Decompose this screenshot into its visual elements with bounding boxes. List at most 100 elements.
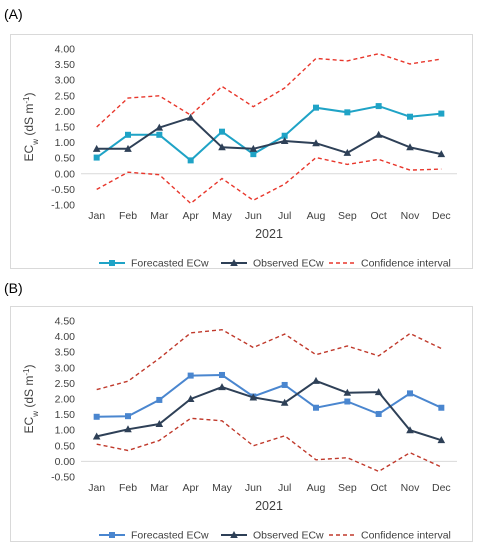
chart-a-observed-ecw-point bbox=[186, 113, 195, 121]
chart-b-ytick-label: 3.50 bbox=[55, 347, 76, 359]
chart-b-xtick-label: Mar bbox=[150, 482, 169, 494]
chart-a-observed-ecw-point bbox=[218, 143, 226, 151]
chart-a-ytick-label: 4.00 bbox=[55, 44, 76, 56]
chart-a-forecasted-ecw-point bbox=[125, 131, 131, 138]
chart-a-legend-label-confidence-interval: Confidence interval bbox=[361, 258, 451, 269]
chart-a-observed-ecw-point bbox=[92, 144, 101, 152]
chart-a-observed-ecw-line bbox=[96, 116, 442, 156]
chart-b-observed-ecw-point bbox=[343, 388, 352, 396]
chart-b-observed-ecw-point bbox=[312, 376, 320, 384]
chart-b-legend-label-observed-ecw: Observed ECw bbox=[253, 530, 324, 542]
chart-b-xtick-label: Jan bbox=[88, 482, 105, 494]
chart-b-xtick-label: Apr bbox=[182, 482, 199, 494]
chart-b-observed-ecw-point bbox=[124, 425, 132, 433]
chart-b-ytick-label: 0.50 bbox=[55, 440, 76, 452]
chart-b-forecasted-ecw-point bbox=[187, 372, 194, 379]
chart-a-ytick-label: 3.50 bbox=[55, 59, 76, 71]
chart-a-observed-ecw-point bbox=[312, 139, 320, 147]
chart-b-forecasted-ecw-point bbox=[281, 381, 288, 388]
chart-b-xtick-label: Nov bbox=[401, 482, 420, 494]
chart-a-ytick-label: 1.00 bbox=[55, 137, 76, 149]
chart-a-observed-ecw-point bbox=[374, 130, 383, 138]
chart-a-xtick-label: Mar bbox=[150, 210, 169, 222]
chart-b-ci-lower-line bbox=[96, 417, 442, 473]
chart-a-ci-lower-line bbox=[96, 156, 442, 205]
chart-a-forecasted-ecw-point bbox=[313, 104, 319, 111]
chart-b-x-axis-label: 2021 bbox=[255, 499, 283, 513]
chart-b-observed-ecw-point bbox=[374, 388, 383, 396]
chart-b-forecasted-ecw-point bbox=[93, 413, 100, 420]
chart-a-ytick-label: 2.50 bbox=[55, 90, 76, 102]
chart-a-forecasted-ecw-point bbox=[219, 128, 225, 135]
chart-b-forecasted-ecw-point bbox=[313, 404, 319, 411]
chart-a-ytick-label: 3.00 bbox=[55, 75, 76, 87]
chart-b-y-axis-label: ECw (dS m-1) bbox=[22, 365, 40, 434]
chart-b-ytick-label: 2.50 bbox=[55, 378, 76, 390]
chart-a-ytick-label: -0.50 bbox=[51, 184, 75, 196]
chart-a-ci-upper-line bbox=[96, 52, 442, 128]
chart-b-observed-ecw-point bbox=[155, 419, 164, 427]
chart-b-ytick-label: 1.50 bbox=[55, 409, 76, 421]
chart-a-xtick-label: May bbox=[212, 210, 233, 222]
chart-b-frame: -0.50 0.00 0.50 1.00 1.50 2.00 2.50 3.00 3.50 4.0… bbox=[10, 306, 473, 542]
chart-b-forecasted-ecw-point bbox=[219, 371, 225, 378]
chart-b-forecasted-ecw-point bbox=[344, 398, 351, 405]
chart-a-xtick-label: Apr bbox=[182, 210, 199, 222]
chart-a-forecasted-ecw-point bbox=[187, 157, 194, 164]
chart-a-xtick-label: Oct bbox=[370, 210, 386, 222]
chart-b-observed-ecw-point bbox=[186, 395, 195, 402]
chart-b-xtick-label: Sep bbox=[338, 482, 357, 494]
chart-b-observed-ecw-line bbox=[96, 379, 442, 442]
chart-b-xtick-label: Dec bbox=[432, 482, 451, 494]
chart-b-ytick-label: -0.50 bbox=[51, 472, 75, 484]
chart-b-ytick-label: 0.00 bbox=[55, 456, 76, 468]
chart-a-forecasted-ecw-point bbox=[438, 110, 445, 117]
chart-a-observed-ecw-point bbox=[249, 144, 258, 152]
chart-b-ci-upper-line bbox=[96, 328, 442, 391]
chart-a-frame: -1.00 -0.50 0.00 0.50 1.00 1.50 2.00 2.50 3.00 3.… bbox=[10, 34, 473, 269]
chart-a-xtick-label: Sep bbox=[338, 210, 357, 222]
chart-a-forecasted-ecw-point bbox=[375, 103, 382, 110]
chart-a: -1.00 -0.50 0.00 0.50 1.00 1.50 2.00 2.50 3.00 3.… bbox=[22, 44, 457, 269]
chart-a-forecasted-ecw-point bbox=[407, 113, 413, 120]
chart-b-ytick-label: 2.00 bbox=[55, 394, 76, 406]
panel-b-label: (B) bbox=[4, 280, 23, 296]
chart-a-legend-label-observed-ecw: Observed ECw bbox=[253, 258, 324, 269]
chart-a-forecasted-ecw-point bbox=[156, 131, 163, 138]
chart-b-observed-ecw-point bbox=[249, 393, 258, 401]
chart-a-xtick-label: Jun bbox=[245, 210, 262, 222]
chart-a-observed-ecw-point bbox=[437, 150, 446, 158]
chart-b-forecasted-ecw-point bbox=[438, 404, 445, 411]
chart-a-ytick-label: 0.00 bbox=[55, 168, 76, 180]
chart-a-xtick-label: Jul bbox=[278, 210, 291, 222]
chart-b-observed-ecw-point bbox=[92, 432, 101, 440]
chart-b-forecasted-ecw-point bbox=[156, 396, 163, 403]
chart-b-xtick-label: Jul bbox=[278, 482, 291, 494]
chart-a-xtick-label: Nov bbox=[401, 210, 420, 222]
chart-a-observed-ecw-point bbox=[280, 137, 289, 145]
chart-a-y-axis-label: ECw (dS m-1) bbox=[22, 93, 40, 162]
chart-a-ytick-label: 2.00 bbox=[55, 106, 76, 118]
chart-a-xtick-label: Dec bbox=[432, 210, 451, 222]
chart-b: -0.50 0.00 0.50 1.00 1.50 2.00 2.50 3.00 3.50 4.0… bbox=[22, 316, 457, 542]
chart-a-ytick-label: -1.00 bbox=[51, 200, 75, 212]
chart-a-ytick-label: 0.50 bbox=[55, 153, 76, 165]
chart-b-xtick-label: May bbox=[212, 482, 233, 494]
chart-b-observed-ecw-point bbox=[437, 436, 446, 444]
chart-b-legend-marker-forecasted-ecw bbox=[109, 532, 115, 538]
chart-a-forecasted-ecw-point bbox=[250, 151, 257, 158]
chart-a-observed-ecw-point bbox=[406, 143, 414, 151]
chart-b-legend-marker-observed-ecw bbox=[230, 531, 238, 538]
chart-a-xtick-label: Aug bbox=[307, 210, 326, 222]
chart-a-xtick-label: Jan bbox=[88, 210, 105, 222]
chart-b-forecasted-ecw-line bbox=[96, 373, 442, 418]
chart-b-forecasted-ecw-point bbox=[125, 413, 131, 420]
chart-b-xtick-label: Jun bbox=[245, 482, 262, 494]
chart-a-legend-marker-forecasted-ecw bbox=[109, 260, 115, 266]
chart-b-forecasted-ecw-point bbox=[375, 410, 382, 417]
chart-a-ytick-label: 1.50 bbox=[55, 122, 76, 134]
chart-a-x-axis-label: 2021 bbox=[255, 227, 283, 241]
chart-b-forecasted-ecw-point bbox=[407, 390, 413, 397]
chart-b-observed-ecw-point bbox=[280, 398, 289, 406]
chart-a-forecasted-ecw-point bbox=[281, 132, 288, 139]
